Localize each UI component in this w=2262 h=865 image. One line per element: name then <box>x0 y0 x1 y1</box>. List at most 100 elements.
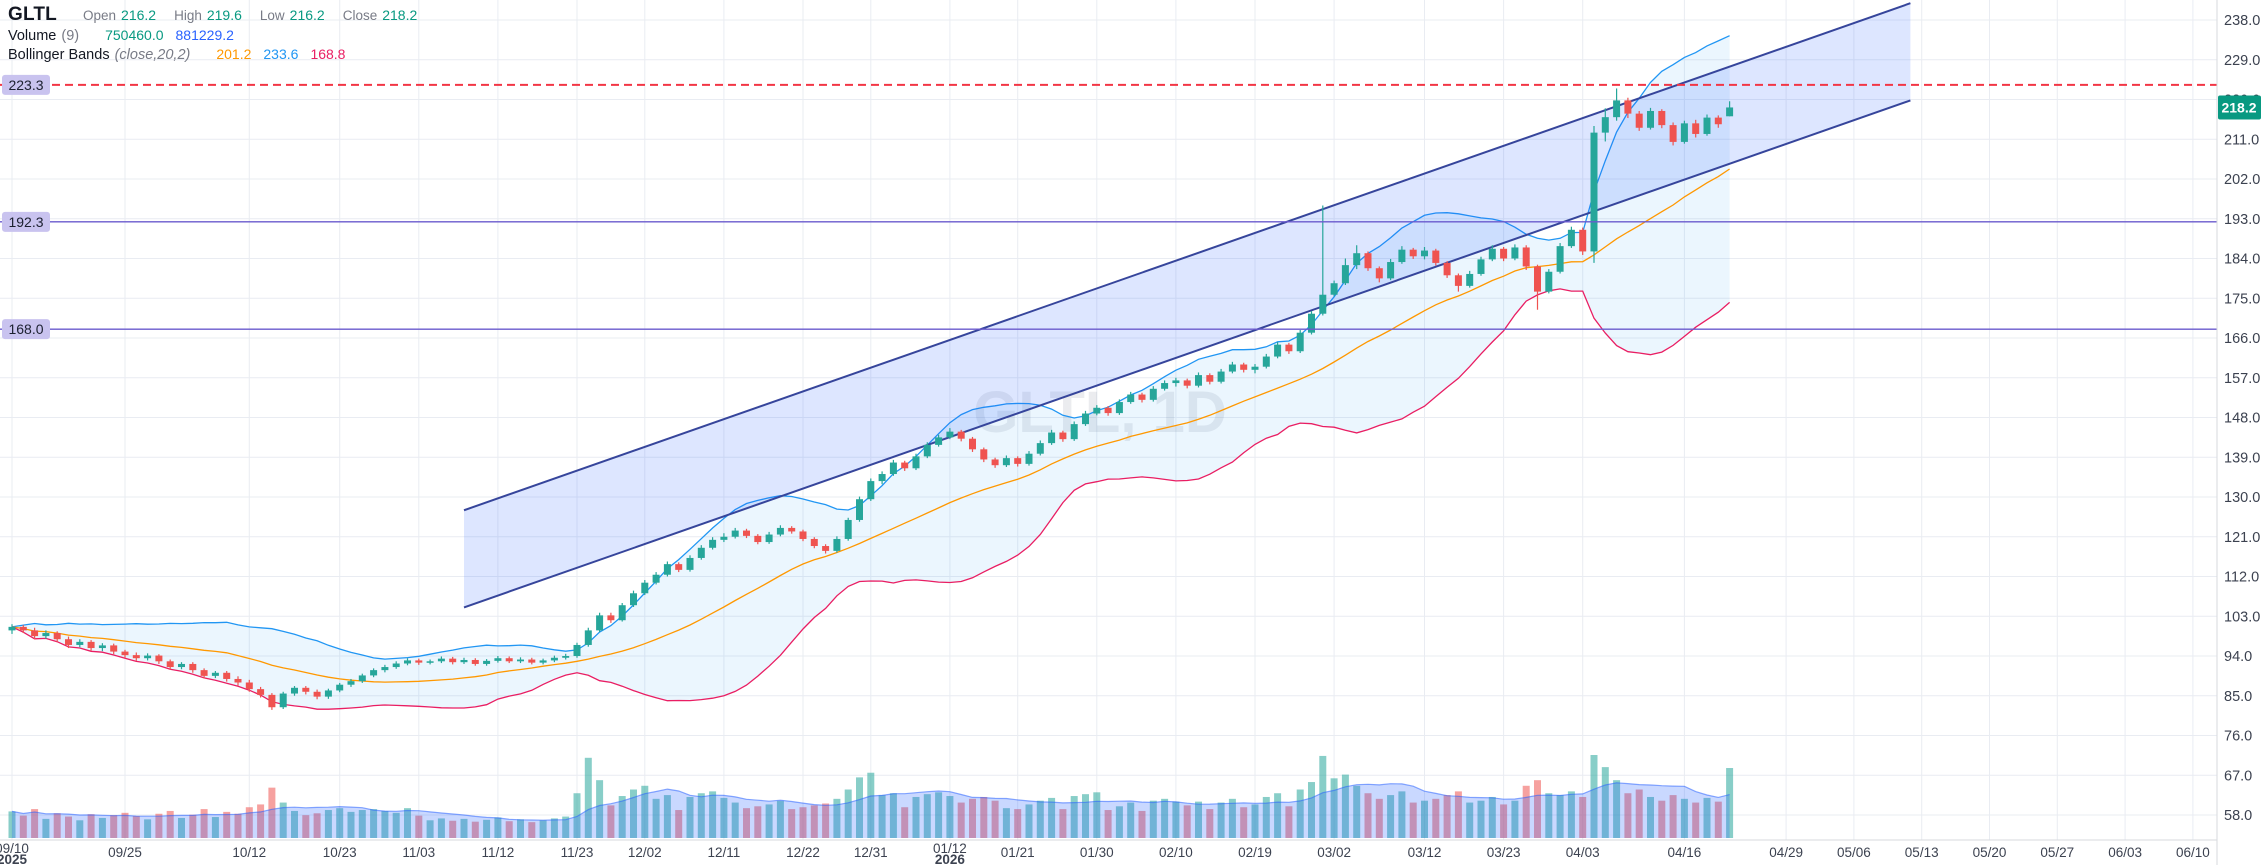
time-axis-label: 12/31 <box>854 845 888 860</box>
price-axis-label: 112.0 <box>2224 570 2259 586</box>
price-axis-label: 238.0 <box>2224 13 2260 29</box>
close-pair: Close 218.2 <box>333 7 418 24</box>
volume-indicator-params: (9) <box>61 28 80 44</box>
bollinger-fill <box>12 35 1730 710</box>
channel-lower-line[interactable] <box>463 99 1911 609</box>
symbol-title[interactable]: GLTL <box>8 4 57 25</box>
time-axis-label: 09/25 <box>108 845 142 860</box>
time-axis-label: 02/10 <box>1159 845 1193 860</box>
time-axis-label: 05/06 <box>1837 845 1871 860</box>
close-value: 218.2 <box>382 7 418 23</box>
time-axis-label: 04/29 <box>1769 845 1803 860</box>
price-axis-label: 58.0 <box>2224 808 2252 824</box>
time-axis-label: 03/12 <box>1408 845 1442 860</box>
volume-legend-row[interactable]: Volume (9) 750460.0 881229.2 <box>8 27 425 46</box>
time-axis-label: 06/10 <box>2176 845 2210 860</box>
price-axis-label: 85.0 <box>2224 689 2252 705</box>
bollinger-lower-value: 168.8 <box>310 46 346 62</box>
price-axis[interactable]: 238.0229.0220.0211.0202.0193.0184.0175.0… <box>2216 0 2262 865</box>
high-pair: High 219.6 <box>164 7 242 24</box>
price-tag[interactable] <box>2 319 50 340</box>
price-axis-label: 193.0 <box>2224 212 2260 228</box>
volume-value: 750460.0 <box>105 27 164 43</box>
time-axis-label: 11/23 <box>561 845 594 860</box>
time-axis-label: 11/12 <box>482 845 515 860</box>
time-axis-label: 01/30 <box>1080 845 1114 860</box>
chart-legend: GLTL Open 216.2 High 219.6 Low 216.2 Close 2… <box>8 4 425 65</box>
price-axis-label: 166.0 <box>2224 331 2260 347</box>
bollinger-indicator-params: (close,20,2) <box>114 47 191 63</box>
time-axis-label: 04/03 <box>1566 845 1600 860</box>
time-axis-label: 12/02 <box>628 845 662 860</box>
price-tag[interactable] <box>2 211 50 232</box>
time-axis-label: 10/23 <box>323 845 357 860</box>
price-axis-label: 202.0 <box>2224 172 2260 188</box>
price-axis-label: 211.0 <box>2224 132 2259 148</box>
last-price-label-text: 218.2 <box>2221 99 2256 115</box>
time-axis-label: 06/03 <box>2108 845 2142 860</box>
volume-indicator-name: Volume <box>8 28 57 44</box>
price-axis-label: 139.0 <box>2224 450 2260 466</box>
time-axis-year-label: 2026 <box>935 852 966 865</box>
price-axis-label: 67.0 <box>2224 768 2252 784</box>
parallel-channel-drawing[interactable] <box>463 2 1911 609</box>
open-label: Open <box>83 8 117 23</box>
high-value: 219.6 <box>206 7 242 23</box>
time-axis-label: 04/16 <box>1668 845 1702 860</box>
bollinger-lower-line <box>11 288 1731 710</box>
time-axis-label: 11/03 <box>402 845 435 860</box>
time-axis-label: 09/10 <box>0 841 29 856</box>
time-axis-label: 05/27 <box>2040 845 2074 860</box>
candles-series[interactable] <box>8 88 1734 710</box>
price-tag[interactable] <box>2 74 50 95</box>
price-tag-label: 192.3 <box>8 214 43 230</box>
channel-upper-line[interactable] <box>463 2 1911 512</box>
horizontal-lines[interactable] <box>0 221 2217 330</box>
symbol-row[interactable]: GLTL Open 216.2 High 219.6 Low 216.2 Close 2… <box>8 4 425 27</box>
bollinger-basis-value: 201.2 <box>216 46 252 62</box>
volume-ma-area <box>12 782 1730 838</box>
price-tags[interactable]: 223.3 192.3 168.0 <box>2 74 50 340</box>
price-axis-label: 130.0 <box>2224 490 2260 506</box>
volume-ma-value: 881229.2 <box>175 27 234 43</box>
time-axis-label: 12/11 <box>708 845 741 860</box>
price-axis-label: 103.0 <box>2224 609 2260 625</box>
price-axis-label: 76.0 <box>2224 729 2252 745</box>
time-axis-label: 01/21 <box>1001 845 1035 860</box>
volume-ma-line <box>11 782 1730 821</box>
time-axis-label: 03/02 <box>1317 845 1351 860</box>
close-label: Close <box>342 8 378 23</box>
price-axis-label: 184.0 <box>2224 252 2260 268</box>
price-axis-label: 229.0 <box>2224 53 2260 69</box>
time-axis-label: 01/12 <box>933 841 967 856</box>
time-axis-year-label: 2025 <box>0 852 28 865</box>
low-value: 216.2 <box>289 7 325 23</box>
price-tag-label: 168.0 <box>8 321 43 337</box>
price-axis-label: 175.0 <box>2224 291 2260 307</box>
open-value: 216.2 <box>121 7 157 23</box>
price-axis-label: 94.0 <box>2224 649 2252 665</box>
time-axis-label: 02/19 <box>1238 845 1272 860</box>
time-axis-label: 05/20 <box>1973 845 2007 860</box>
price-axis-label: 121.0 <box>2224 530 2260 546</box>
low-label: Low <box>259 8 285 23</box>
last-price-label <box>2218 95 2261 120</box>
time-axis-label: 10/12 <box>232 845 266 860</box>
price-axis-label: 148.0 <box>2224 411 2260 427</box>
price-axis-label: 157.0 <box>2224 371 2260 387</box>
open-pair: Open 216.2 <box>73 7 156 24</box>
price-tag-label: 223.3 <box>8 77 43 93</box>
volume-series[interactable] <box>8 755 1734 838</box>
time-axis-label: 05/13 <box>1905 845 1939 860</box>
bollinger-legend-row[interactable]: Bollinger Bands (close,20,2) 201.2 233.6… <box>8 46 425 65</box>
bollinger-upper-value: 233.6 <box>263 46 299 62</box>
time-axis-label: 12/22 <box>786 845 820 860</box>
time-axis-label: 03/23 <box>1487 845 1521 860</box>
bollinger-basis-line <box>11 168 1730 683</box>
low-pair: Low 216.2 <box>250 7 325 24</box>
bollinger-indicator-name: Bollinger Bands <box>8 47 110 63</box>
